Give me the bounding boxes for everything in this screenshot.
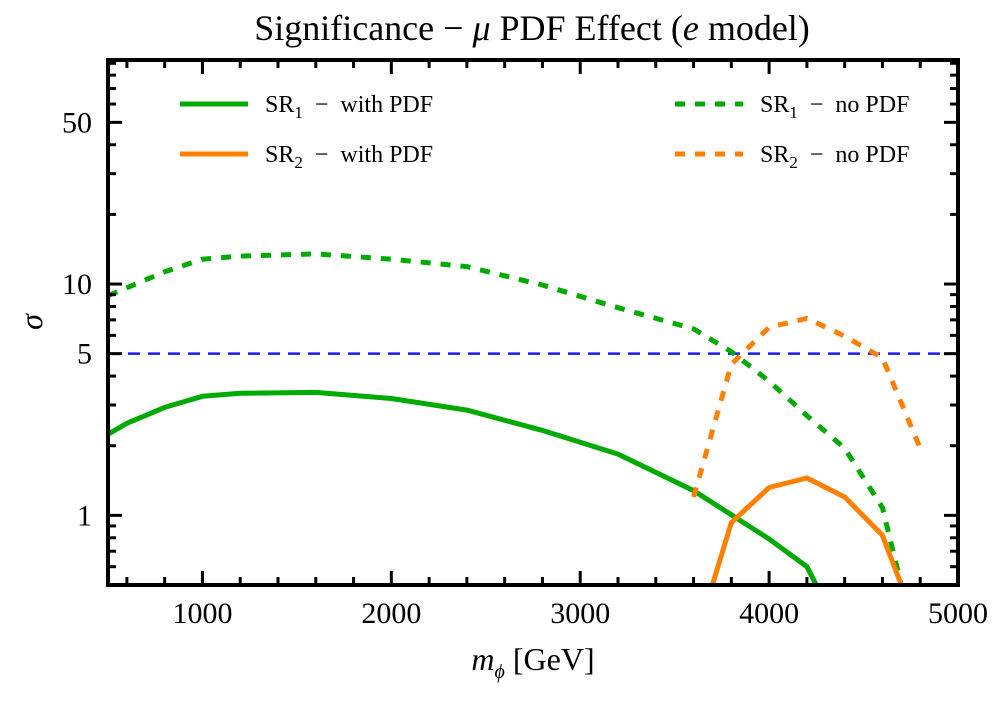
chart-title: Significance − μ PDF Effect (e model) [254,8,810,48]
series-layer [108,251,923,585]
legend-item: SR1 − with PDF [180,92,433,122]
plot-area [108,251,958,585]
x-tick-label: 3000 [550,597,610,630]
legend-item: SR2 − with PDF [180,142,433,172]
legend-item: SR1 − no PDF [675,92,909,122]
y-tick-label: 10 [62,268,92,301]
plot-frame [106,58,960,587]
legend-label: SR2 − no PDF [760,142,909,172]
x-tick-label: 4000 [739,597,799,630]
series-line-3 [710,475,904,585]
legend-item: SR2 − no PDF [675,142,909,172]
legend: SR1 − with PDF SR1 − no PDF SR2 − with PDF… [180,92,909,172]
series-line-1 [108,389,819,585]
y-axis-label: σ [13,313,49,330]
y-tick-labels: 1 5 10 50 [62,106,92,532]
series-line-4 [691,315,923,498]
x-tick-label: 2000 [361,597,421,630]
x-tick-labels: 1000 2000 3000 4000 5000 [172,597,988,630]
x-tick-label: 1000 [172,597,232,630]
y-tick-label: 5 [77,338,92,371]
legend-label: SR2 − with PDF [265,142,433,172]
y-tick-label: 1 [77,499,92,532]
legend-label: SR1 − no PDF [760,92,909,122]
y-tick-label: 50 [62,106,92,139]
x-axis-label: mϕ [GeV] [471,641,594,683]
axis-ticks [108,60,958,587]
legend-label: SR1 − with PDF [265,92,433,122]
x-tick-label: 5000 [928,597,988,630]
series-line-2 [108,251,904,585]
